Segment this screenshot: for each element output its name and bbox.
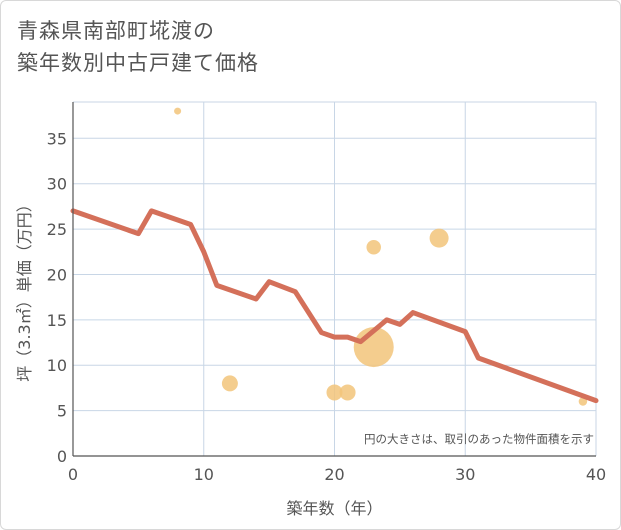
y-tick-label: 5	[57, 402, 67, 421]
trend-line	[70, 208, 599, 404]
bubble-point	[221, 375, 238, 392]
y-tick-label: 20	[47, 265, 67, 284]
x-tick-label: 20	[324, 465, 344, 484]
title-line-2: 築年数別中古戸建て価格	[17, 51, 259, 75]
y-tick-label: 10	[47, 356, 67, 375]
y-tick-label: 15	[47, 311, 67, 330]
y-axis-label: 坪（3.3㎡）単価（万円）	[15, 196, 34, 381]
y-tick-label: 30	[47, 175, 67, 194]
bubble-layer	[174, 107, 588, 406]
y-tick-label: 0	[57, 447, 67, 466]
bubble-point	[429, 228, 449, 248]
x-tick-label: 40	[586, 465, 606, 484]
bubble-point	[174, 107, 182, 115]
tick-labels: 0 10 20 30 40 0 5 10 15 20 25 30 35	[47, 129, 607, 484]
bubble-point	[326, 384, 343, 401]
x-tick-label: 10	[194, 465, 214, 484]
title-line-1: 青森県南部町埖渡の	[17, 19, 215, 43]
size-note: 円の大きさは、取引のあった物件面積を示す	[364, 432, 594, 446]
x-tick-label: 30	[455, 465, 475, 484]
grid	[73, 101, 597, 456]
y-tick-label: 35	[47, 129, 67, 148]
chart-title: 青森県南部町埖渡の 築年数別中古戸建て価格	[17, 15, 259, 79]
bubble-point	[578, 397, 588, 406]
x-axis-label: 築年数（年）	[286, 499, 382, 518]
bubble-point	[339, 384, 356, 401]
x-tick-label: 0	[68, 465, 78, 484]
y-tick-label: 25	[47, 220, 67, 239]
bubble-point	[366, 239, 381, 255]
axes	[72, 102, 596, 457]
